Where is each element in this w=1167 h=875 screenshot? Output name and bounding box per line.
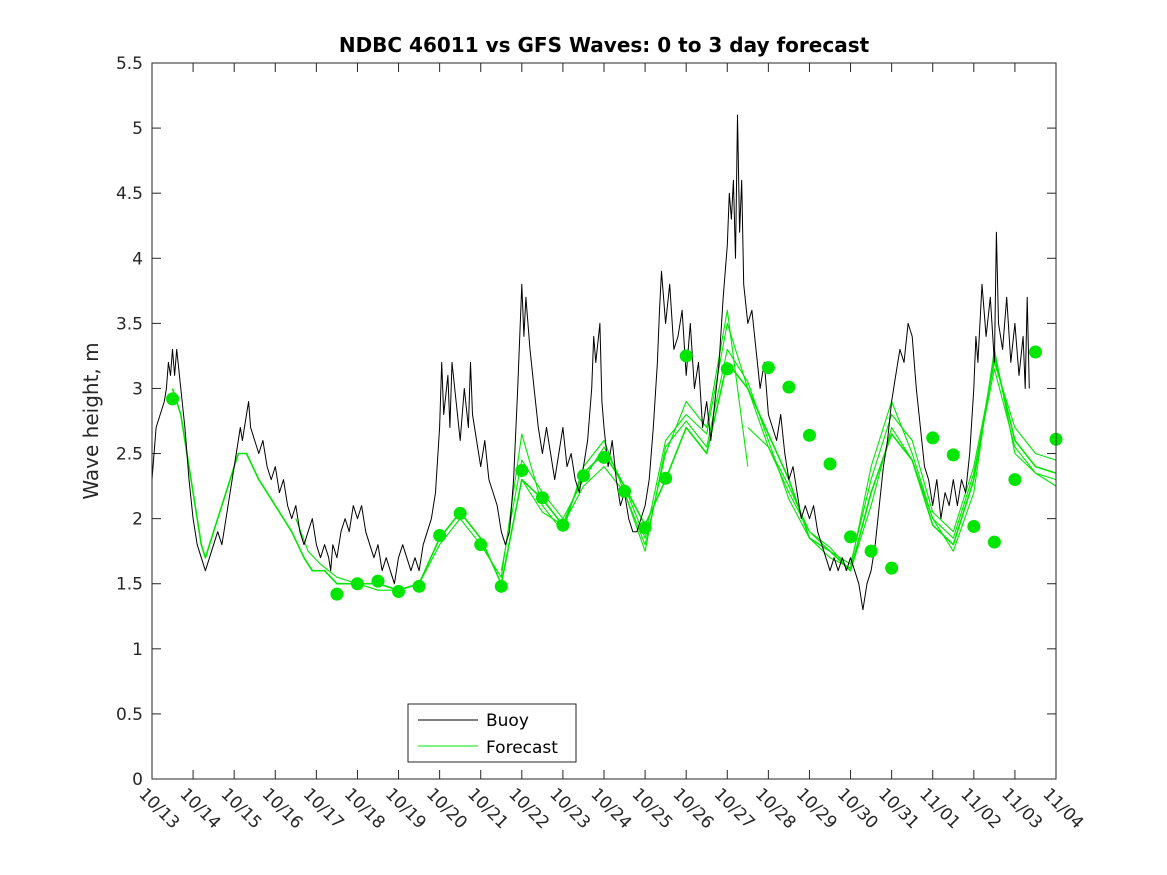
legend-forecast-label: Forecast (486, 738, 558, 758)
y-tick-label: 4.5 (116, 184, 143, 204)
forecast-marker (597, 450, 611, 464)
forecast-marker (761, 361, 775, 375)
forecast-marker (926, 431, 940, 445)
y-tick-label: 0.5 (116, 705, 143, 725)
forecast-marker (946, 448, 960, 462)
forecast-marker (330, 587, 344, 601)
y-axis-label: Wave height, m (79, 342, 103, 499)
forecast-marker (556, 518, 570, 532)
forecast-marker (453, 506, 467, 520)
forecast-marker (535, 491, 549, 505)
forecast-marker (987, 535, 1001, 549)
legend-box (407, 703, 577, 763)
forecast-marker (392, 585, 406, 599)
forecast-marker (1028, 345, 1042, 359)
legend: Buoy Forecast (407, 703, 577, 763)
forecast-marker (638, 521, 652, 535)
y-tick-label: 3 (132, 379, 143, 399)
forecast-marker (576, 469, 590, 483)
y-tick-label: 0 (132, 770, 143, 790)
forecast-marker (885, 561, 899, 575)
y-tick-label: 5.5 (116, 54, 143, 74)
forecast-series-line (295, 309, 749, 591)
forecast-marker (1008, 473, 1022, 487)
plot-frame (151, 62, 1057, 780)
forecast-marker (782, 380, 796, 394)
forecast-marker (350, 577, 364, 591)
forecast-marker (371, 574, 385, 588)
forecast-marker (494, 579, 508, 593)
forecast-series-line (521, 348, 1057, 569)
forecast-series-line (171, 355, 1057, 592)
forecast-marker (967, 519, 981, 533)
forecast-marker (412, 579, 426, 593)
y-axis: 0 0.5 1 1.5 2 2.5 3 3.5 4 4.5 5 5.5 (116, 54, 1056, 790)
forecast-marker (474, 538, 488, 552)
forecast-marker (720, 362, 734, 376)
forecast-marker (166, 392, 180, 406)
y-tick-label: 3.5 (116, 314, 143, 334)
forecast-marker (802, 428, 816, 442)
y-tick-label: 4 (132, 249, 143, 269)
plot-series (151, 114, 1057, 611)
y-tick-label: 1.5 (116, 575, 143, 595)
forecast-marker (679, 349, 693, 363)
forecast-marker (864, 544, 878, 558)
legend-buoy-label: Buoy (486, 711, 529, 731)
forecast-marker (823, 457, 837, 471)
forecast-markers (166, 345, 1063, 601)
buoy-series-line (151, 114, 1030, 611)
forecast-marker (433, 529, 447, 543)
forecast-marker (844, 530, 858, 544)
y-tick-label: 2 (132, 510, 143, 530)
forecast-marker (515, 463, 529, 477)
y-tick-label: 1 (132, 640, 143, 660)
y-tick-label: 2.5 (116, 445, 143, 465)
y-tick-label: 5 (132, 119, 143, 139)
plot-area (152, 63, 1056, 779)
forecast-marker (618, 484, 632, 498)
chart-title: NDBC 46011 vs GFS Waves: 0 to 3 day fore… (339, 33, 870, 57)
forecast-marker (659, 471, 673, 485)
